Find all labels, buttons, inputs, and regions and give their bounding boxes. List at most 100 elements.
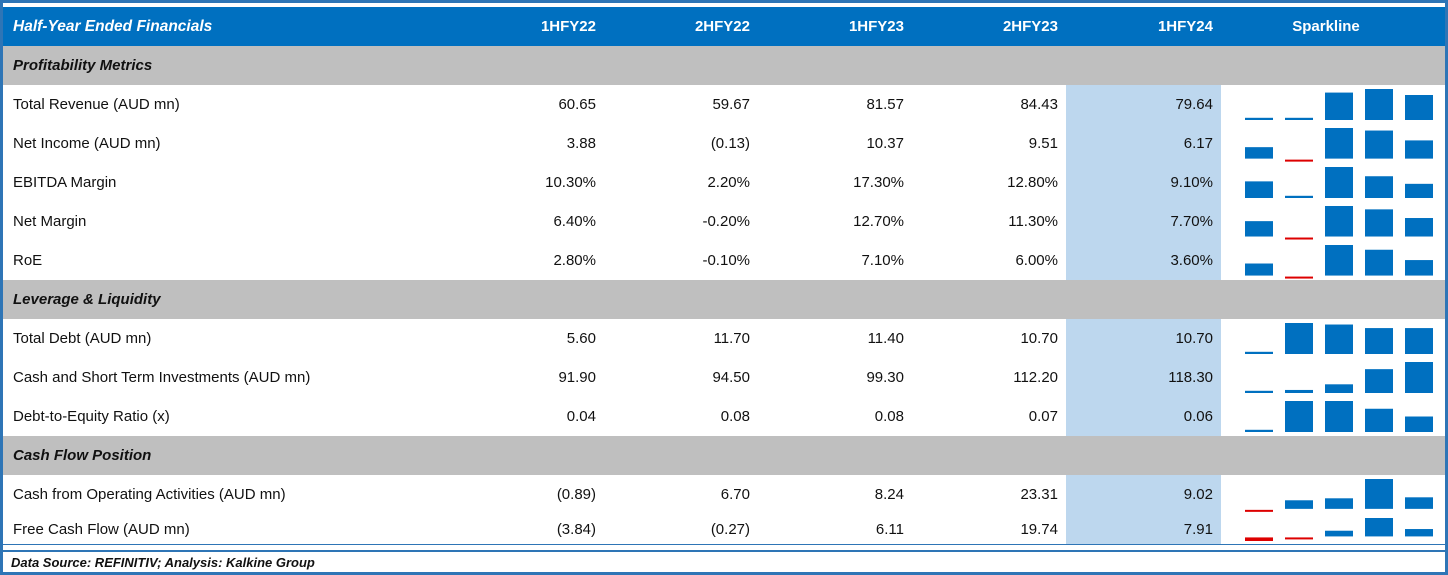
cell-value: 11.40	[867, 330, 904, 347]
cell-value: 79.64	[1066, 85, 1221, 124]
cell-value: 59.67	[712, 96, 750, 113]
sparkline-cell	[1221, 124, 1445, 163]
cell-value: 81.57	[866, 96, 904, 113]
cell-value: 91.90	[558, 369, 596, 386]
cell-value: 9.10%	[1066, 163, 1221, 202]
sparkline-bar-positive	[1365, 89, 1393, 120]
sparkline-cell	[1221, 163, 1445, 202]
row-label: Debt-to-Equity Ratio (x)	[13, 408, 170, 425]
sparkline-cell	[1221, 202, 1445, 241]
cell-value: (3.84)	[556, 520, 596, 538]
sparkline-bar-positive	[1365, 130, 1393, 159]
row-label: Total Revenue (AUD mn)	[13, 96, 180, 113]
cell-value: 9.51	[1028, 135, 1058, 152]
table-row: Net Income (AUD mn) 3.88 (0.13) 10.37 9.51 6.…	[3, 124, 1445, 163]
column-header-1hfy24: 1HFY24	[1157, 18, 1213, 35]
cell-value: 84.43	[1020, 96, 1058, 113]
sparkline-bar-positive	[1365, 408, 1393, 432]
table-title: Half-Year Ended Financials	[13, 17, 213, 35]
sparkline-bar-positive	[1245, 390, 1273, 393]
sparkline-chart	[1245, 518, 1433, 541]
cell-value: 11.70	[713, 330, 750, 347]
section-header: Cash Flow Position	[3, 436, 1445, 475]
table-row: Cash and Short Term Investments (AUD mn)…	[3, 358, 1445, 397]
row-label: EBITDA Margin	[13, 174, 117, 191]
sparkline-chart	[1245, 401, 1433, 432]
row-label: Cash and Short Term Investments (AUD mn)	[13, 369, 311, 386]
cell-value: -0.10%	[702, 252, 750, 269]
sparkline-bar-positive	[1405, 529, 1433, 537]
sparkline-chart	[1245, 323, 1433, 354]
table-body: Profitability Metrics Total Revenue (AUD …	[3, 46, 1445, 544]
sparkline-bar-negative	[1285, 537, 1313, 540]
row-label: Net Income (AUD mn)	[13, 135, 161, 152]
cell-value: 118.30	[1066, 358, 1221, 397]
sparkline-bar-positive	[1325, 167, 1353, 198]
table-row: Net Margin 6.40% -0.20% 12.70% 11.30% 7.70%	[3, 202, 1445, 241]
sparkline-bar-positive	[1285, 401, 1313, 432]
sparkline-bar-positive	[1285, 323, 1313, 354]
cell-value: 2.80%	[553, 252, 596, 269]
sparkline-bar-positive	[1245, 263, 1273, 276]
sparkline-chart	[1245, 89, 1433, 120]
sparkline-bar-positive	[1285, 195, 1313, 198]
sparkline-bar-positive	[1245, 117, 1273, 120]
table-row: RoE 2.80% -0.10% 7.10% 6.00% 3.60%	[3, 241, 1445, 280]
sparkline-cell	[1221, 319, 1445, 358]
sparkline-bar-positive	[1365, 518, 1393, 537]
sparkline-bar-positive	[1365, 176, 1393, 198]
cell-value: 0.06	[1066, 397, 1221, 436]
cell-value: 7.70%	[1066, 202, 1221, 241]
sparkline-bar-positive	[1325, 245, 1353, 276]
sparkline-bar-positive	[1365, 209, 1393, 237]
sparkline-bar-positive	[1245, 351, 1273, 354]
row-label: RoE	[13, 252, 43, 269]
cell-value: -0.20%	[702, 213, 750, 230]
cell-value: 60.65	[558, 96, 596, 113]
sparkline-bar-positive	[1405, 183, 1433, 198]
table-row: Total Revenue (AUD mn) 60.65 59.67 81.57 84.…	[3, 85, 1445, 124]
sparkline-bar-positive	[1405, 416, 1433, 432]
column-header-1hfy22: 1HFY22	[540, 18, 596, 35]
sparkline-bar-positive	[1365, 249, 1393, 276]
sparkline-bar-positive	[1405, 95, 1433, 120]
sparkline-bar-positive	[1245, 181, 1273, 198]
table-header-row: Half-Year Ended Financials 1HFY22 2HFY22…	[3, 7, 1445, 46]
cell-value: (0.13)	[710, 135, 750, 152]
cell-value: 10.70	[1020, 330, 1058, 347]
sparkline-bar-negative	[1285, 237, 1313, 240]
footer-divider	[3, 544, 1445, 552]
sparkline-bar-negative	[1245, 537, 1273, 541]
sparkline-bar-positive	[1325, 401, 1353, 432]
sparkline-bar-positive	[1245, 221, 1273, 237]
table-row: Debt-to-Equity Ratio (x) 0.04 0.08 0.08 0.07…	[3, 397, 1445, 436]
cell-value: 9.02	[1066, 475, 1221, 514]
sparkline-bar-positive	[1405, 362, 1433, 393]
row-label: Cash from Operating Activities (AUD mn)	[13, 486, 286, 503]
sparkline-bar-positive	[1405, 140, 1433, 159]
cell-value: 0.08	[874, 408, 904, 425]
section-header: Leverage & Liquidity	[3, 280, 1445, 319]
cell-value: 19.74	[1020, 520, 1058, 538]
sparkline-chart	[1245, 167, 1433, 198]
cell-value: 6.40%	[553, 213, 596, 230]
sparkline-chart	[1245, 479, 1433, 512]
cell-value: 6.00%	[1015, 252, 1058, 269]
sparkline-bar-positive	[1405, 497, 1433, 509]
sparkline-bar-positive	[1325, 530, 1353, 537]
sparkline-chart	[1245, 245, 1433, 279]
sparkline-cell	[1221, 358, 1445, 397]
sparkline-cell	[1221, 85, 1445, 124]
cell-value: 10.37	[866, 135, 904, 152]
sparkline-cell	[1221, 241, 1445, 280]
cell-value: (0.27)	[710, 520, 750, 538]
cell-value: 0.04	[566, 408, 596, 425]
sparkline-bar-positive	[1405, 218, 1433, 237]
sparkline-bar-positive	[1285, 117, 1313, 120]
cell-value: 7.10%	[861, 252, 904, 269]
cell-value: 94.50	[712, 369, 750, 386]
cell-value: 23.31	[1020, 486, 1058, 503]
cell-value: 7.91	[1066, 514, 1221, 544]
sparkline-chart	[1245, 128, 1433, 162]
